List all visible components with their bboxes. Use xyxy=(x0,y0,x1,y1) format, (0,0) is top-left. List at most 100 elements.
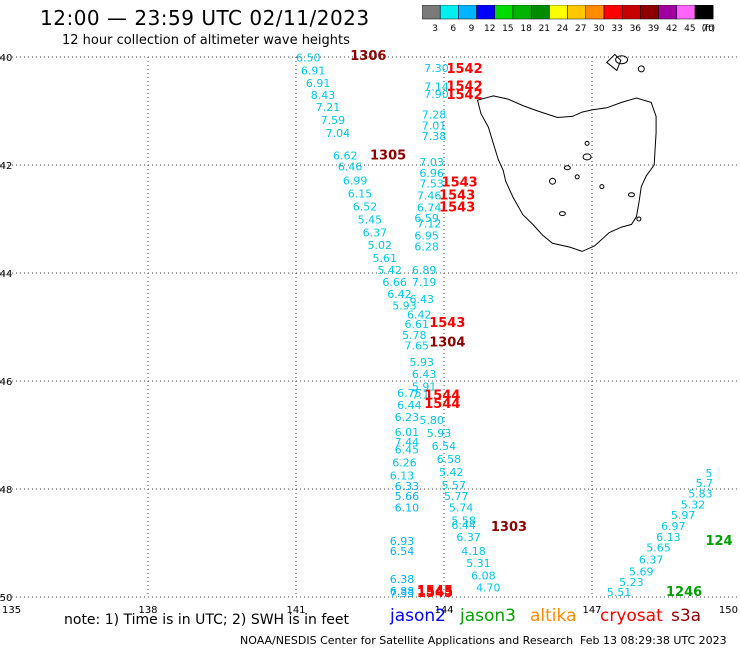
swh-value: 7.46 xyxy=(417,190,442,203)
colorbar-swatch xyxy=(658,5,678,20)
swh-value: 6.44 xyxy=(397,399,422,412)
island-outline xyxy=(606,53,622,72)
colorbar-tick-label: 42 xyxy=(666,24,677,34)
colorbar-swatch xyxy=(640,5,659,20)
swh-value: 8.43 xyxy=(311,89,336,102)
colorbar-swatch xyxy=(458,5,477,20)
swh-value: 7.53 xyxy=(419,178,444,191)
colorbar-tick-label: 36 xyxy=(630,24,642,34)
swh-value: 5.66 xyxy=(395,490,420,503)
colorbar-tick-label: 12 xyxy=(484,24,495,34)
swh-value: 6.54 xyxy=(432,440,457,453)
swh-value: 6.37 xyxy=(639,554,664,567)
swh-value: 5.23 xyxy=(619,576,644,589)
colorbar-swatch xyxy=(439,5,459,20)
swh-value: 7.03 xyxy=(419,156,444,169)
lat-tick-label: -50 xyxy=(0,593,12,604)
swh-value: 5.93 xyxy=(392,300,417,313)
swh-value: 6.96 xyxy=(419,167,444,180)
lat-tick-label: -42 xyxy=(0,161,12,172)
legend-s3a: s3a xyxy=(671,606,702,626)
swh-value: 4.18 xyxy=(461,545,486,558)
lon-tick-label: 150 xyxy=(719,605,738,616)
swh-value: 6.42 xyxy=(407,308,432,321)
swh-value: 7.59 xyxy=(321,114,346,127)
swh-value: 5.74 xyxy=(449,502,474,515)
swh-value: 6.46 xyxy=(338,160,363,173)
colorbar-tick-label: 6 xyxy=(450,24,456,34)
swh-value: 5.02 xyxy=(368,239,393,252)
swh-value: 7.12 xyxy=(417,218,442,231)
swh-value: 6.91 xyxy=(306,77,331,90)
swh-value: 5.93 xyxy=(409,356,434,369)
tasmania-coastline xyxy=(476,53,657,252)
swh-value: 7.33 xyxy=(390,587,415,600)
pass-time-label: 1303 xyxy=(491,520,527,535)
island-outline xyxy=(558,211,566,217)
units-note: note: 1) Time is in UTC; 2) SWH is in fe… xyxy=(64,612,350,628)
swh-value: 6.95 xyxy=(414,230,439,243)
swh-value: 6.97 xyxy=(661,520,686,533)
swh-value: 6.45 xyxy=(395,443,420,456)
swh-value: 7.30 xyxy=(424,62,449,75)
pass-time-label: 1543 xyxy=(439,189,475,204)
footer-credit: NOAA/NESDIS Center for Satellite Applica… xyxy=(240,634,574,647)
pass-time-label: 1543 xyxy=(439,200,475,215)
island-outline xyxy=(549,177,557,185)
swh-value: 6.61 xyxy=(405,318,430,331)
swh-value: 6.37 xyxy=(363,226,388,239)
swh-value: 6.01 xyxy=(395,426,420,439)
swh-value: 5.80 xyxy=(419,414,444,427)
colorbar-swatch xyxy=(530,5,550,20)
colorbar-tick-label: 9 xyxy=(469,24,475,34)
legend-jason2: jason2 xyxy=(390,606,446,626)
colorbar-swatch xyxy=(549,5,568,20)
map-subtitle: 12 hour collection of altimeter wave hei… xyxy=(62,33,350,48)
swh-value: 6.33 xyxy=(395,480,420,493)
legend-jason3: jason3 xyxy=(460,606,516,626)
swh-value: 5.58 xyxy=(451,515,476,528)
lon-tick-label: 144 xyxy=(434,605,453,616)
lon-tick-label: 147 xyxy=(582,605,601,616)
pass-time-label: 1305 xyxy=(370,149,406,164)
swh-value: 6.93 xyxy=(390,535,415,548)
pass-time-label: 1544 xyxy=(424,388,460,403)
colorbar-swatch xyxy=(512,5,532,20)
pass-time-label: 1543 xyxy=(442,176,478,191)
colorbar-swatch xyxy=(694,5,714,20)
colorbar-swatch xyxy=(676,5,696,20)
swh-value: 6.44 xyxy=(451,519,476,532)
lat-tick-label: -44 xyxy=(0,269,12,280)
swh-value: 7.19 xyxy=(412,276,437,289)
island-outline xyxy=(582,153,592,161)
swh-value: 6.50 xyxy=(296,51,321,64)
swh-value: 5.78 xyxy=(402,329,427,342)
colorbar-swatch xyxy=(567,5,587,20)
swh-value: 5.51 xyxy=(607,586,632,599)
swh-value: 6.10 xyxy=(395,502,420,515)
island-outline xyxy=(637,65,645,73)
pass-time-label: 1542 xyxy=(446,88,482,103)
island-outline xyxy=(599,184,605,190)
wave-height-observations: 6.506.916.918.437.217.597.046.626.466.99… xyxy=(296,49,733,601)
swh-value: 6.54 xyxy=(390,545,415,558)
colorbar-swatch xyxy=(422,5,441,20)
colorbar-tick-label: 30 xyxy=(593,24,605,34)
swh-value: 5.91 xyxy=(412,381,437,394)
swh-value: 7.38 xyxy=(422,130,447,143)
colorbar-tick-label: 27 xyxy=(575,24,586,34)
colorbar-tick-label: 39 xyxy=(648,24,660,34)
swh-value: 6.13 xyxy=(390,469,415,482)
swh-value: 6.59 xyxy=(414,212,439,225)
swh-value: 7.90 xyxy=(424,88,449,101)
island-outline xyxy=(574,174,580,180)
lon-tick-label: 135 xyxy=(2,605,21,616)
swh-value: 4.70 xyxy=(476,582,501,595)
swh-value: 6.26 xyxy=(392,456,417,469)
colorbar-tick-label: 18 xyxy=(520,24,532,34)
swh-value: 6.88 xyxy=(390,585,415,598)
island-outline xyxy=(636,216,642,222)
colorbar-tick-label: 21 xyxy=(539,24,550,34)
pass-time-label: 1542 xyxy=(446,79,482,94)
